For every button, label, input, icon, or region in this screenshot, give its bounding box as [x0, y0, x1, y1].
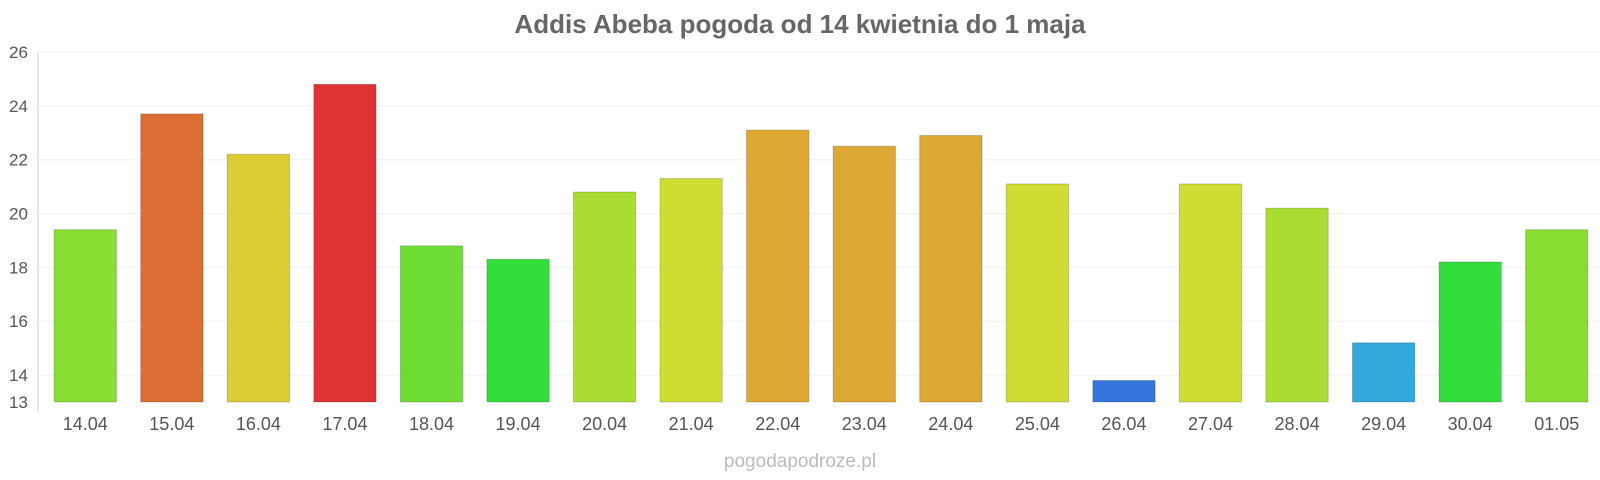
bar-21.04[interactable] [659, 178, 723, 403]
watermark: pogodapodroze.pl [724, 451, 876, 472]
bar-27.04[interactable] [1178, 183, 1243, 403]
x-tick-label: 18.04 [409, 414, 454, 434]
x-tick-label: 14.04 [63, 414, 108, 434]
bar-24.04[interactable] [919, 134, 983, 403]
y-tick-label: 16 [9, 312, 28, 331]
x-tick-label: 30.04 [1448, 414, 1493, 434]
bar-17.04[interactable] [313, 83, 377, 403]
y-tick-label: 24 [9, 97, 28, 116]
y-tick-label: 14 [9, 366, 28, 385]
bar-22.04[interactable] [746, 129, 810, 403]
bar-28.04[interactable] [1265, 207, 1329, 403]
x-tick-label: 01.05 [1534, 414, 1579, 434]
x-tick-label: 19.04 [496, 414, 541, 434]
x-tick-label: 22.04 [755, 414, 800, 434]
x-tick-label: 25.04 [1015, 414, 1060, 434]
x-tick-label: 17.04 [322, 414, 367, 434]
y-tick-label: 20 [9, 205, 28, 224]
x-tick-label: 15.04 [149, 414, 194, 434]
x-tick-label: 27.04 [1188, 414, 1233, 434]
bar-29.04[interactable] [1351, 342, 1416, 403]
y-tick-label: 26 [9, 43, 28, 62]
y-tick-label: 13 [9, 393, 28, 412]
x-tick-label: 21.04 [669, 414, 714, 434]
x-tick-label: 28.04 [1275, 414, 1320, 434]
bar-30.04[interactable] [1438, 261, 1502, 403]
bar-01.05[interactable] [1525, 229, 1589, 403]
bar-14.04[interactable] [53, 229, 117, 403]
x-axis-ticks: 14.04 15.04 16.04 17.04 18.04 19.04 20.04 21.04… [63, 414, 1579, 434]
grid-lines [38, 51, 1600, 376]
bar-15.04[interactable] [140, 113, 204, 403]
bar-20.04[interactable] [572, 191, 637, 403]
bars [53, 83, 1589, 403]
bar-23.04[interactable] [832, 145, 896, 403]
bar-26.04[interactable] [1092, 379, 1156, 403]
x-tick-label: 20.04 [582, 414, 627, 434]
bar-16.04[interactable] [226, 153, 291, 403]
bar-25.04[interactable] [1005, 183, 1070, 403]
y-tick-label: 22 [9, 151, 28, 170]
x-tick-label: 26.04 [1101, 414, 1146, 434]
x-tick-label: 16.04 [236, 414, 281, 434]
y-tick-label: 18 [9, 258, 28, 277]
x-tick-label: 24.04 [928, 414, 973, 434]
y-axis-ticks: 13 14 16 18 20 22 24 26 [9, 43, 28, 412]
bar-19.04[interactable] [486, 258, 550, 403]
bar-18.04[interactable] [399, 245, 464, 403]
x-tick-label: 29.04 [1361, 414, 1406, 434]
chart-title: Addis Abeba pogoda od 14 kwietnia do 1 m… [514, 9, 1086, 39]
x-tick-label: 23.04 [842, 414, 887, 434]
